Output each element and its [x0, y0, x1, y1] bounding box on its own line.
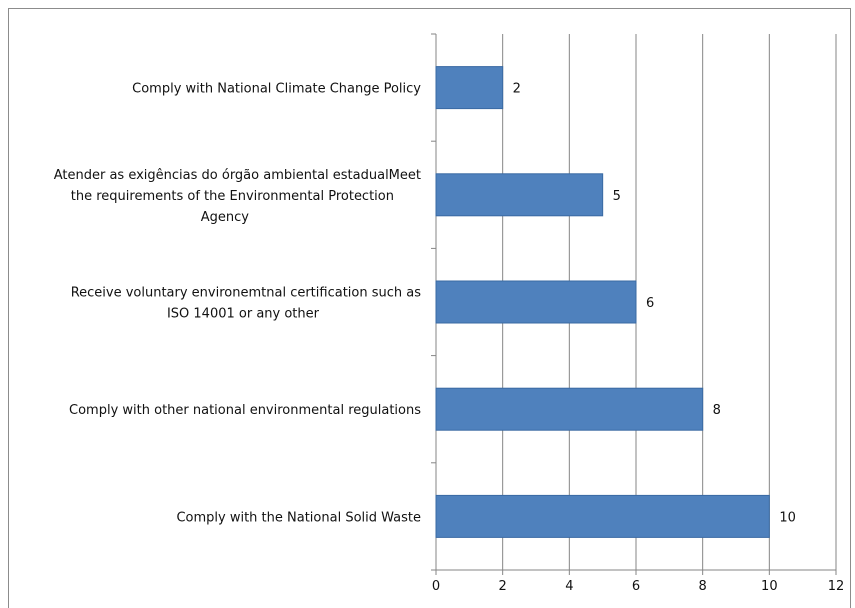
category-label: Atender as exigências do órgão ambiental…: [54, 168, 421, 225]
data-label: 2: [513, 82, 521, 97]
category-label-line: the requirements of the Environmental Pr…: [71, 189, 394, 204]
data-label: 6: [646, 296, 654, 311]
data-label: 5: [613, 189, 621, 204]
bar: [435, 387, 704, 431]
category-label-line: Comply with National Climate Change Poli…: [132, 82, 421, 97]
chart-frame: 0 2 4 6 8 10 12 2 Comply with National Climate C…: [8, 8, 851, 608]
x-tick-label: 2: [499, 579, 507, 594]
category-label: Receive voluntary environemtnal certific…: [71, 286, 422, 322]
category-label-line: Comply with other national environmental…: [69, 403, 421, 418]
data-label: 10: [779, 510, 796, 525]
category-label-line: Agency: [201, 210, 250, 225]
category-label: Comply with National Climate Change Poli…: [132, 82, 421, 97]
bar: [435, 173, 604, 217]
bar: [435, 494, 770, 538]
category-label-line: Comply with the National Solid Waste: [176, 510, 421, 525]
x-tick-label: 4: [565, 579, 573, 594]
bar-chart: 0 2 4 6 8 10 12 2 Comply with National Climate C…: [54, 33, 845, 594]
x-tick-label: 12: [828, 579, 845, 594]
x-tick-label: 6: [632, 579, 640, 594]
category-label-line: Receive voluntary environemtnal certific…: [71, 286, 422, 301]
category-label: Comply with other national environmental…: [69, 403, 421, 418]
x-tick-label: 10: [761, 579, 778, 594]
x-tick-label: 8: [699, 579, 707, 594]
category-label: Comply with the National Solid Waste: [176, 510, 421, 525]
bar: [435, 66, 504, 110]
category-label-line: Atender as exigências do órgão ambiental…: [54, 168, 421, 183]
data-label: 8: [713, 403, 721, 418]
x-tick-label: 0: [432, 579, 440, 594]
category-label-line: ISO 14001 or any other: [167, 307, 320, 322]
bar: [435, 280, 637, 324]
